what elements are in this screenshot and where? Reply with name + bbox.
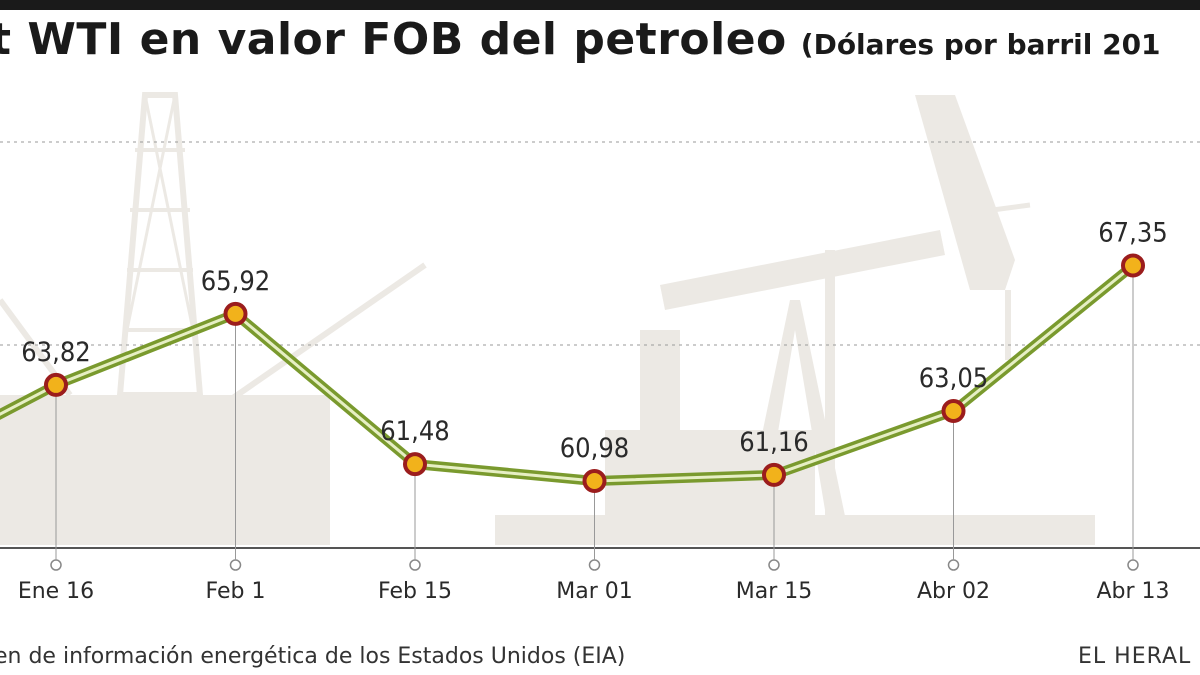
x-tick xyxy=(1127,559,1139,571)
data-label: 61,16 xyxy=(739,427,809,458)
x-tick-label: Abr 02 xyxy=(917,579,990,604)
data-label: 61,48 xyxy=(380,416,450,447)
chart-title: t WTI en valor FOB del petroleo (Dólares … xyxy=(0,14,1161,65)
background-illustration xyxy=(0,92,1095,545)
x-tick xyxy=(947,559,960,571)
series-line-inner xyxy=(0,264,1134,483)
series-line xyxy=(0,261,1137,486)
data-label: 65,92 xyxy=(201,266,271,297)
data-label: 63,82 xyxy=(21,337,91,368)
data-point xyxy=(582,469,607,494)
data-label: 67,35 xyxy=(1098,217,1168,248)
data-point xyxy=(403,452,427,477)
x-tick xyxy=(409,559,421,571)
x-axis: Ene 16 Feb 1 Feb 15 Mar 01 Mar 15 Abr 02 Abr 1… xyxy=(18,559,1170,604)
title-main: t WTI en valor FOB del petroleo xyxy=(0,14,787,65)
data-point xyxy=(1121,253,1145,278)
grid-lines xyxy=(0,141,1200,549)
x-tick xyxy=(588,559,601,571)
x-tick xyxy=(50,559,62,571)
x-tick-label: Mar 15 xyxy=(736,579,813,604)
data-label: 63,05 xyxy=(919,363,989,394)
data-label: 60,98 xyxy=(560,433,630,464)
x-tick-label: Feb 1 xyxy=(206,579,266,604)
data-point xyxy=(44,372,68,397)
data-point xyxy=(941,398,966,423)
x-tick xyxy=(229,559,242,571)
x-tick xyxy=(768,559,780,571)
data-point xyxy=(223,301,248,326)
x-tick-label: Ene 16 xyxy=(18,579,94,604)
title-subtitle: (Dólares por barril 201 xyxy=(800,28,1161,61)
data-marks: 63,82 65,92 61,48 60,98 61,16 63,05 67,35 xyxy=(21,217,1168,560)
publisher-brand: EL HERAL xyxy=(1078,644,1192,669)
x-tick-label: Mar 01 xyxy=(556,579,633,604)
source-note: en de información energética de los Esta… xyxy=(0,644,626,669)
x-tick-label: Feb 15 xyxy=(378,579,452,604)
data-point xyxy=(762,462,786,487)
pumpjack-icon xyxy=(495,95,1095,545)
top-rule xyxy=(0,0,1200,10)
x-tick-label: Abr 13 xyxy=(1096,579,1169,604)
